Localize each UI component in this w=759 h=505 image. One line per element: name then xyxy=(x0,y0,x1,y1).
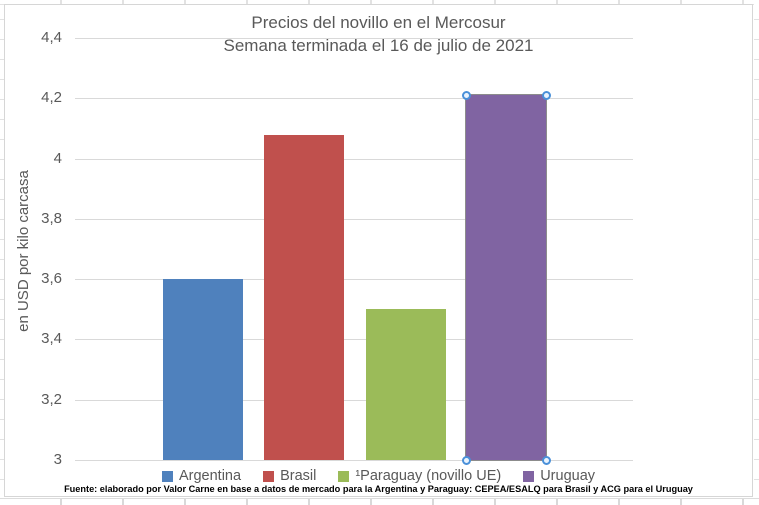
y-tick-label: 3,2 xyxy=(41,390,62,408)
selection-handle[interactable] xyxy=(461,90,471,100)
gridline xyxy=(75,98,633,100)
gridline xyxy=(75,399,633,401)
gridline xyxy=(75,460,633,461)
bar-brasil[interactable] xyxy=(264,134,344,460)
y-tick-label: 3,6 xyxy=(41,270,62,288)
source-note: Fuente: elaborado por Valor Carne en bas… xyxy=(64,484,693,494)
spreadsheet-edge-right xyxy=(754,0,759,504)
spreadsheet-edge-bottom xyxy=(0,498,759,505)
spreadsheet-edge-left xyxy=(0,0,4,504)
legend-swatch xyxy=(161,470,173,482)
legend-item-argentina[interactable]: Argentina xyxy=(161,468,242,484)
y-tick-label: 3,4 xyxy=(41,330,62,348)
chart-title: Precios del novillo en el Mercosur Seman… xyxy=(5,11,752,57)
legend-label: Brasil xyxy=(280,468,317,484)
gridline xyxy=(75,38,633,39)
y-tick-label: 4 xyxy=(53,149,62,167)
chart-title-line1: Precios del novillo en el Mercosur xyxy=(251,13,506,32)
legend-label: ¹Paraguay (novillo UE) xyxy=(355,468,502,484)
legend-item-brasil[interactable]: Brasil xyxy=(263,468,316,484)
selection-handle[interactable] xyxy=(541,90,551,100)
y-tick-label: 4,4 xyxy=(41,29,62,46)
bar-paraguay-novillo-ue[interactable] xyxy=(366,309,446,460)
bar-uruguay[interactable] xyxy=(465,94,547,461)
gridline xyxy=(75,279,633,281)
gridline xyxy=(75,218,633,220)
bar-argentina[interactable] xyxy=(163,279,243,460)
gridline xyxy=(75,339,633,341)
y-tick-label: 3 xyxy=(53,451,62,468)
chart-title-line2: Semana terminada el 16 de julio de 2021 xyxy=(223,36,534,55)
plot-area: 4,4 4,2 4 3,8 3,6 3,4 3,2 3 xyxy=(5,5,752,496)
legend-label: Argentina xyxy=(178,468,242,484)
legend: Argentina Brasil ¹Paraguay (novillo UE) Uru… xyxy=(5,467,752,485)
chart-canvas[interactable]: Precios del novillo en el Mercosur Seman… xyxy=(4,4,753,497)
legend-swatch xyxy=(523,470,535,482)
legend-swatch xyxy=(263,470,275,482)
legend-swatch xyxy=(338,470,350,482)
legend-item-paraguay-novillo-ue[interactable]: ¹Paraguay (novillo UE) xyxy=(338,468,501,484)
selection-handle[interactable] xyxy=(541,455,551,465)
y-tick-label: 4,2 xyxy=(41,89,62,107)
selection-handle[interactable] xyxy=(461,455,471,465)
legend-item-uruguay[interactable]: Uruguay xyxy=(523,468,595,484)
legend-label: Uruguay xyxy=(540,468,596,484)
gridline xyxy=(75,158,633,160)
y-tick-label: 3,8 xyxy=(41,209,62,227)
